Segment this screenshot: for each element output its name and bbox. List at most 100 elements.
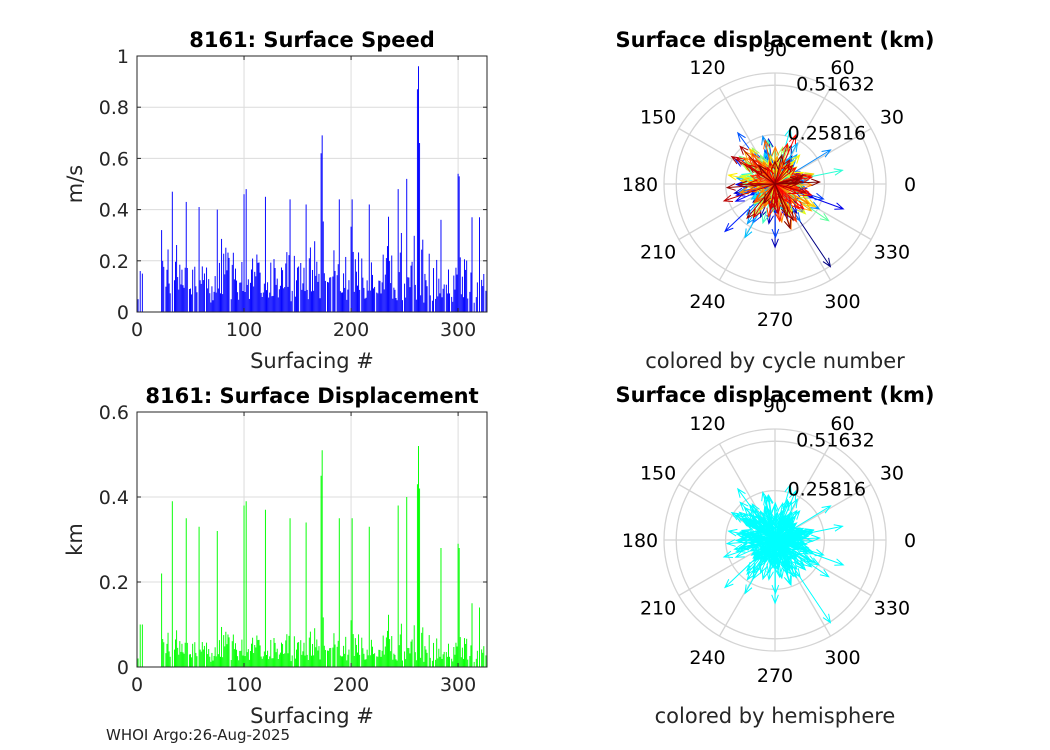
bar [396,660,398,667]
bar [141,273,143,312]
x-tick-label: 300 [440,674,476,696]
bar [266,290,267,312]
bar [329,277,331,312]
bar [207,288,209,312]
hemisphere-vectors [722,483,845,624]
bar [485,290,487,312]
bar [401,660,403,667]
polar-hemisphere-chart: 0 30 60 90 120 150 180 210 240 270 300 330 0.25816 0.… [615,383,934,728]
bar [384,646,386,667]
bar [243,505,245,667]
bar [220,656,221,667]
bar [284,653,286,667]
bar [285,263,287,312]
bar [445,284,447,312]
bar [313,290,315,312]
bar [213,291,215,312]
bar [342,656,343,667]
bar [304,655,306,667]
bar [281,267,282,312]
bar [431,660,433,667]
bar [461,647,463,667]
bar [462,658,464,667]
bar [206,267,208,312]
bar [185,201,187,312]
bar [298,642,300,667]
displacement-vector [746,539,776,576]
bar [230,299,232,312]
bar [298,266,300,312]
bar [259,272,261,312]
bar [409,287,411,312]
bar [177,277,179,312]
bar [345,636,347,667]
bar [263,651,265,667]
displacement-vector [730,511,776,541]
bar [358,252,360,312]
bar [435,298,437,312]
bar [344,287,346,312]
bar [455,267,457,312]
bar [359,654,361,667]
bar [163,642,165,667]
bar [322,221,324,312]
bar [476,282,478,312]
angle-label: 120 [689,413,725,435]
bar [302,283,304,312]
bar [206,642,208,667]
bar [377,656,379,667]
bar [201,642,203,667]
radial-tick-label: 0.25816 [788,122,867,144]
bar [303,642,305,667]
bar [332,647,334,667]
angle-label: 240 [689,647,725,669]
bar [365,297,367,312]
displacement-chart: 0 100 200 300 0 0.2 0.4 0.6 8161: Surface Displ… [63,384,488,728]
bar [413,235,415,312]
bar [247,649,249,667]
bar [169,293,171,312]
bar [173,280,175,312]
bar [167,249,169,312]
bar [166,643,168,667]
angle-label: 300 [824,647,860,669]
bar [406,497,408,667]
radial-tick-label: 0.51632 [796,74,875,96]
bar [254,271,256,312]
bar [289,199,291,312]
bar [279,285,281,312]
bar [364,659,366,667]
bar [323,645,325,667]
bar [330,277,332,312]
displacement-vector [774,176,801,185]
bar [222,294,224,312]
bar [333,250,335,312]
bar [236,649,238,667]
bar [226,270,228,312]
bar [426,652,428,667]
bar [294,296,296,312]
bar [411,639,413,667]
y-tick-label: 0.2 [99,572,129,594]
bar [190,288,191,312]
bar [381,650,383,667]
bar [307,299,309,312]
bar [271,658,273,667]
bar [336,275,338,312]
bar [262,292,264,312]
bar [343,645,345,667]
bar [270,262,272,312]
y-tick-label: 0.6 [99,148,129,170]
bar [449,293,451,312]
bar [264,196,266,312]
speed-chart-title: 8161: Surface Speed [189,28,435,52]
bar [183,287,185,312]
bar [414,652,416,667]
bar [383,654,385,667]
bar [451,296,453,312]
bar [327,650,329,667]
bar [365,659,367,667]
bar [190,654,191,667]
bar [200,651,202,667]
bar [455,642,457,667]
